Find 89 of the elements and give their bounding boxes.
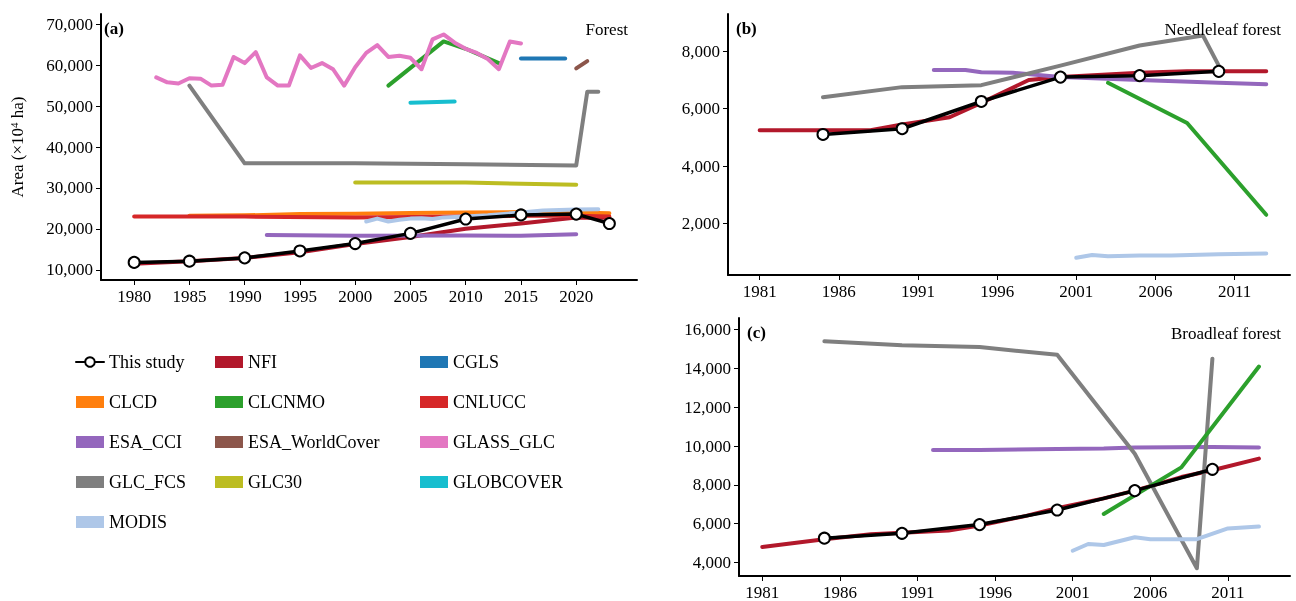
legend-label: CLCD <box>109 392 158 412</box>
point <box>895 122 909 136</box>
y-tick-label: 40,000 <box>46 137 93 157</box>
x-tick-label: 2000 <box>338 287 373 306</box>
point <box>816 127 830 141</box>
legend-label: NFI <box>248 352 278 372</box>
annotation: (a) <box>104 19 124 38</box>
legend-label: ESA_CCI <box>109 432 183 452</box>
y-tick-label: 70,000 <box>46 14 93 34</box>
point <box>1053 70 1067 84</box>
x-tick-label: 2020 <box>559 287 594 306</box>
x-tick-label: 1996 <box>978 583 1013 601</box>
x-tick-label: 2006 <box>1133 583 1168 601</box>
point <box>1212 64 1226 78</box>
point <box>182 254 196 268</box>
point <box>973 518 987 532</box>
x-tick-label: 2015 <box>503 287 538 306</box>
y-tick-label: 10,000 <box>46 260 93 280</box>
legend-label: ESA_WorldCover <box>248 432 380 452</box>
x-tick-label: 2005 <box>393 287 428 306</box>
x-tick-label: 1990 <box>227 287 262 306</box>
chart-title: Forest <box>585 20 629 39</box>
y-tick-label: 16,000 <box>684 320 731 340</box>
legend-label: This study <box>109 352 185 372</box>
x-tick-label: 1995 <box>282 287 317 306</box>
legend-label: GLASS_GLC <box>453 432 556 452</box>
y-tick-label: 12,000 <box>684 397 731 417</box>
x-tick-label: 1991 <box>900 583 935 601</box>
annotation: (b) <box>736 19 757 38</box>
point <box>459 212 473 226</box>
legend-label: CGLS <box>453 352 500 372</box>
point <box>895 526 909 540</box>
point <box>293 244 307 258</box>
legend-label: MODIS <box>109 512 168 532</box>
point <box>514 208 528 222</box>
x-tick-label: 2001 <box>1055 583 1090 601</box>
x-tick-label: 2006 <box>1138 282 1173 301</box>
x-tick-label: 2010 <box>448 287 483 306</box>
legend-label: CLCNMO <box>248 392 326 412</box>
line-series <box>822 339 1215 571</box>
legend-label: GLC_FCS <box>109 472 187 492</box>
x-tick-label: 2001 <box>1059 282 1094 301</box>
line-series <box>154 32 523 88</box>
y-tick-label: 8,000 <box>681 41 720 61</box>
x-tick-label: 1981 <box>742 282 777 301</box>
point <box>1050 503 1064 517</box>
x-tick-label: 1996 <box>980 282 1015 301</box>
x-tick-label: 1980 <box>117 287 152 306</box>
point <box>1128 484 1142 498</box>
chart-title: Broadleaf forest <box>1171 324 1282 343</box>
y-tick-label: 2,000 <box>681 213 720 233</box>
line-series <box>364 207 601 224</box>
y-tick-label: 20,000 <box>46 219 93 239</box>
point <box>238 251 252 265</box>
point <box>1133 69 1147 83</box>
legend-label: GLC30 <box>248 472 302 492</box>
x-tick-label: 1985 <box>172 287 207 306</box>
y-axis-title: Area (×104 ha) <box>7 96 27 198</box>
point <box>348 237 362 251</box>
x-tick-label: 1991 <box>900 282 935 301</box>
y-tick-label: 6,000 <box>692 514 731 534</box>
y-tick-label: 8,000 <box>692 475 731 495</box>
x-tick-label: 2011 <box>1211 583 1245 601</box>
point <box>569 207 583 221</box>
y-tick-label: 6,000 <box>681 99 720 119</box>
x-tick-label: 2011 <box>1217 282 1252 301</box>
y-tick-label: 4,000 <box>692 552 731 572</box>
x-tick-label: 1986 <box>821 282 856 301</box>
point <box>974 94 988 108</box>
point <box>817 531 831 545</box>
y-tick-label: 4,000 <box>681 156 720 176</box>
line-series <box>1070 524 1261 553</box>
legend-label: CNLUCC <box>453 392 527 412</box>
y-tick-label: 50,000 <box>46 96 93 116</box>
x-tick-label: 1986 <box>822 583 857 601</box>
y-tick-label: 30,000 <box>46 178 93 198</box>
x-tick-label: 1981 <box>745 583 780 601</box>
point <box>602 217 616 231</box>
annotation: (c) <box>747 323 766 342</box>
y-tick-label: 10,000 <box>684 436 731 456</box>
line-series <box>931 67 1269 87</box>
point <box>127 255 141 269</box>
line-series <box>187 83 601 168</box>
point <box>1205 462 1219 476</box>
chart-title: Needleleaf forest <box>1164 20 1282 39</box>
y-tick-label: 60,000 <box>46 55 93 75</box>
y-tick-label: 14,000 <box>684 358 731 378</box>
legend-label: GLOBCOVER <box>453 472 564 492</box>
point <box>403 226 417 240</box>
